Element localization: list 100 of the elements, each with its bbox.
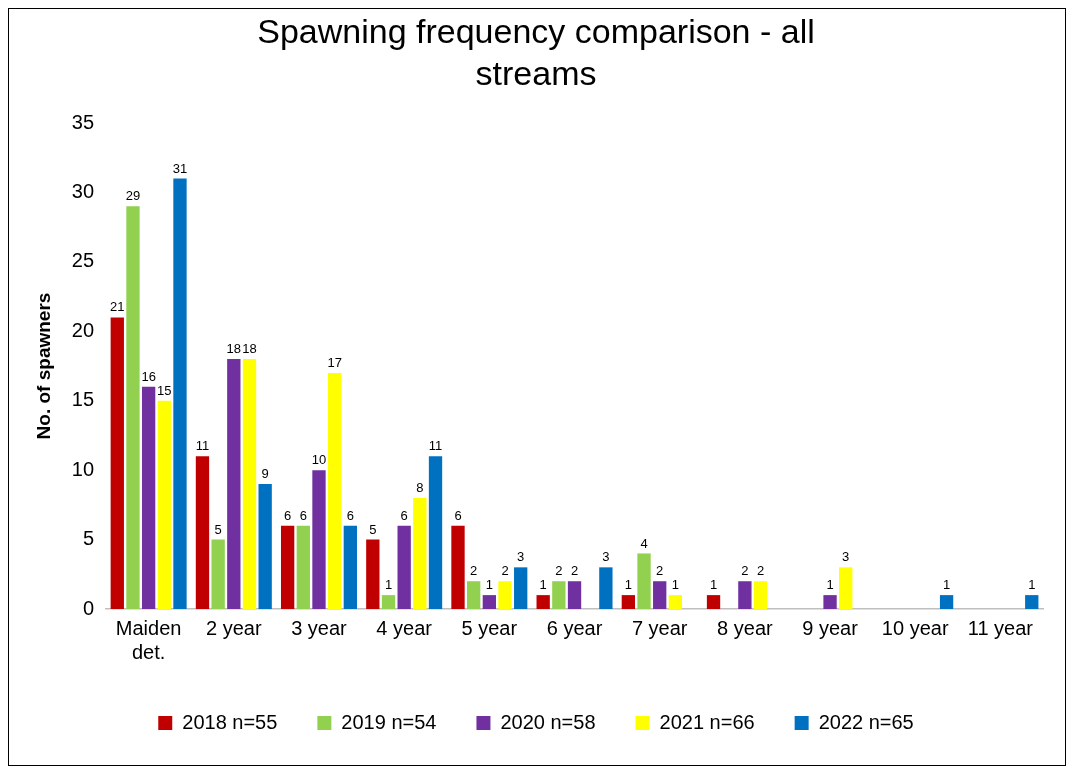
bar <box>195 456 210 609</box>
bar <box>413 497 427 609</box>
x-tick-label: 10 year <box>881 616 949 639</box>
data-label: 6 <box>299 507 307 523</box>
bar <box>381 595 396 609</box>
bar <box>536 595 550 609</box>
data-label: 15 <box>157 382 172 398</box>
x-tick-label: 2 year <box>206 616 262 639</box>
bar <box>706 595 721 609</box>
y-axis-title: No. of spawners <box>32 292 54 440</box>
data-label: 6 <box>346 507 354 523</box>
y-tick-label: 0 <box>82 596 95 619</box>
data-label: 2 <box>555 563 563 579</box>
x-tick-label: 3 year <box>291 616 348 639</box>
data-label: 16 <box>141 368 156 384</box>
bar <box>451 525 465 609</box>
y-tick-label: 20 <box>71 318 95 341</box>
bar <box>141 386 156 609</box>
x-tick-label: 9 year <box>802 616 859 639</box>
data-label: 3 <box>517 549 525 565</box>
data-label: 11 <box>195 438 210 454</box>
bar <box>280 525 295 609</box>
bar <box>343 525 357 609</box>
bar <box>258 484 272 609</box>
bar <box>397 525 411 609</box>
bar <box>552 581 566 609</box>
bar <box>637 553 651 609</box>
data-label: 2 <box>741 563 749 579</box>
bar <box>514 567 528 609</box>
data-label: 31 <box>172 160 188 176</box>
data-label: 21 <box>110 299 125 315</box>
data-label: 5 <box>214 521 222 537</box>
data-label: 3 <box>842 549 850 565</box>
bar <box>428 456 443 609</box>
bar <box>668 595 683 609</box>
x-tick-label: Maiden det. <box>115 616 182 663</box>
bar <box>498 581 512 609</box>
legend-label: 2020 n=58 <box>500 710 596 733</box>
bar <box>567 581 582 609</box>
data-label: 2 <box>570 563 579 579</box>
legend-label: 2018 n=55 <box>182 710 278 733</box>
x-tick-label: 8 year <box>717 616 774 639</box>
data-label: 1 <box>942 577 951 593</box>
data-label: 8 <box>416 479 424 495</box>
x-tick-label: 7 year <box>631 616 688 639</box>
bar <box>296 525 310 609</box>
data-label: 2 <box>756 563 765 579</box>
bar <box>753 581 768 609</box>
data-label: 1 <box>671 577 679 593</box>
legend-label: 2022 n=65 <box>818 710 914 733</box>
data-label: 2 <box>656 563 664 579</box>
y-tick-label: 30 <box>71 179 95 202</box>
bar <box>599 567 613 609</box>
bar <box>939 595 954 609</box>
data-label: 6 <box>284 507 292 523</box>
bar <box>366 539 380 609</box>
y-tick-label: 25 <box>71 249 95 272</box>
legend-label: 2021 n=66 <box>659 710 755 733</box>
x-tick-label: 5 year <box>461 616 518 639</box>
data-label: 4 <box>640 535 648 551</box>
data-label: 2 <box>501 563 509 579</box>
bar <box>211 539 225 609</box>
bar <box>823 595 837 609</box>
bar <box>242 359 257 609</box>
data-label: 1 <box>539 577 547 593</box>
data-label: 9 <box>261 466 269 482</box>
bar <box>173 178 187 609</box>
chart-title: Spawning frequency comparison - all streams <box>257 12 815 93</box>
bar <box>839 567 853 609</box>
bar <box>157 400 171 609</box>
legend-label: 2019 n=54 <box>341 710 437 733</box>
data-label: 1 <box>826 577 834 593</box>
bar <box>467 581 481 609</box>
data-label: 11 <box>428 438 443 454</box>
bar <box>227 359 241 609</box>
bar <box>621 595 636 609</box>
bar <box>126 206 140 609</box>
data-label: 1 <box>485 577 493 593</box>
data-label: 6 <box>454 507 462 523</box>
bar <box>328 372 342 609</box>
data-label: 1 <box>709 577 718 593</box>
data-label: 18 <box>226 341 242 357</box>
bar <box>738 581 752 609</box>
data-label: 10 <box>311 452 327 468</box>
data-label: 3 <box>602 549 610 565</box>
y-tick-label: 15 <box>71 388 95 411</box>
bar <box>653 581 667 609</box>
bar <box>312 470 326 609</box>
data-label: 6 <box>400 507 408 523</box>
x-tick-label: 6 year <box>546 616 603 639</box>
x-tick-label: 4 year <box>376 616 433 639</box>
data-label: 18 <box>242 341 257 357</box>
data-label: 29 <box>125 188 141 204</box>
data-label: 17 <box>327 355 342 371</box>
y-tick-label: 5 <box>82 527 95 550</box>
data-label: 2 <box>470 563 478 579</box>
data-label: 5 <box>369 521 377 537</box>
y-tick-label: 10 <box>71 457 95 480</box>
bar <box>110 317 124 609</box>
bar <box>482 595 497 609</box>
